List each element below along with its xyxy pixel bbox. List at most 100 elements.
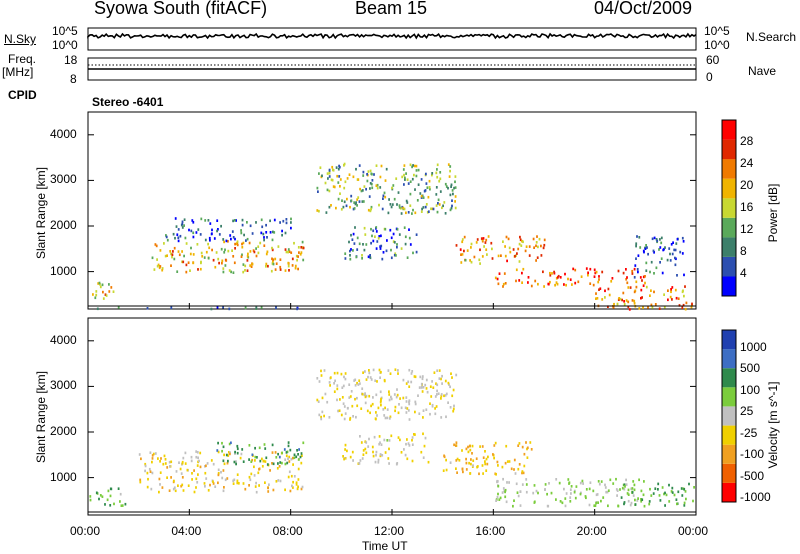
heatmap-cell bbox=[353, 242, 356, 245]
heatmap-cell bbox=[410, 380, 413, 384]
heatmap-cell bbox=[593, 275, 596, 278]
heatmap-cell bbox=[297, 255, 299, 258]
heatmap-cell bbox=[147, 477, 149, 481]
heatmap-cell bbox=[226, 461, 229, 465]
heatmap-cell bbox=[608, 293, 611, 297]
heatmap-cell bbox=[642, 275, 645, 279]
heatmap-cell bbox=[670, 288, 672, 291]
heatmap-cell bbox=[643, 480, 645, 483]
heatmap-cell bbox=[377, 406, 380, 410]
heatmap-cell bbox=[594, 504, 597, 507]
heatmap-cell bbox=[565, 283, 567, 287]
heatmap-cell bbox=[209, 239, 211, 242]
heatmap-cell bbox=[413, 173, 415, 177]
heatmap-cell bbox=[414, 375, 417, 379]
power-cb-tick-label: 8 bbox=[740, 244, 747, 258]
heatmap-cell bbox=[486, 253, 488, 256]
beam-title: Beam 15 bbox=[355, 0, 428, 18]
heatmap-cell bbox=[244, 269, 246, 272]
heatmap-cell bbox=[669, 252, 671, 256]
heatmap-cell bbox=[298, 251, 300, 254]
heatmap-cell bbox=[265, 223, 267, 227]
heatmap-cell bbox=[173, 486, 176, 489]
heatmap-cell bbox=[514, 254, 516, 258]
heatmap-cell bbox=[453, 404, 455, 408]
x-tick-label: 04:00 bbox=[171, 524, 202, 538]
heatmap-cell bbox=[479, 248, 481, 252]
heatmap-cell bbox=[556, 282, 559, 286]
heatmap-cell bbox=[564, 497, 567, 500]
y-tick-label: 3000 bbox=[50, 378, 77, 393]
heatmap-cell bbox=[354, 384, 357, 387]
heatmap-cell bbox=[387, 457, 390, 460]
heatmap-cell bbox=[406, 256, 409, 259]
velocity-cb-tick-label: 100 bbox=[740, 382, 761, 397]
heatmap-cell bbox=[184, 462, 187, 465]
heatmap-cell bbox=[647, 306, 649, 309]
heatmap-cell bbox=[402, 378, 405, 382]
heatmap-cell bbox=[551, 272, 553, 275]
heatmap-cell bbox=[370, 378, 373, 381]
heatmap-cell bbox=[383, 414, 386, 417]
heatmap-cell bbox=[295, 254, 298, 258]
heatmap-cell bbox=[227, 240, 229, 243]
heatmap-cell bbox=[151, 460, 153, 464]
heatmap-cell bbox=[99, 285, 102, 289]
heatmap-cell bbox=[569, 278, 572, 281]
heatmap-cell bbox=[455, 441, 458, 444]
heatmap-cell bbox=[216, 219, 219, 222]
heatmap-cell bbox=[408, 368, 411, 372]
heatmap-cell bbox=[243, 233, 245, 237]
heatmap-cell bbox=[406, 438, 408, 441]
heatmap-cell bbox=[361, 254, 363, 257]
heatmap-cell bbox=[436, 210, 439, 214]
heatmap-cell bbox=[415, 250, 418, 254]
heatmap-cell bbox=[343, 375, 345, 379]
heatmap-cell bbox=[232, 236, 235, 239]
heatmap-cell bbox=[276, 467, 279, 470]
power-cb-tick-label: 12 bbox=[740, 222, 754, 236]
heatmap-cell bbox=[505, 500, 508, 504]
heatmap-cell bbox=[637, 254, 640, 257]
heatmap-cell bbox=[211, 248, 213, 252]
heatmap-cell bbox=[297, 246, 300, 249]
heatmap-cell bbox=[220, 470, 222, 474]
heatmap-cell bbox=[344, 412, 347, 415]
heatmap-cell bbox=[628, 308, 631, 311]
heatmap-cell bbox=[596, 493, 599, 496]
heatmap-cell bbox=[174, 217, 177, 220]
heatmap-cell bbox=[271, 257, 273, 261]
heatmap-cell bbox=[535, 259, 537, 262]
heatmap-cell bbox=[521, 271, 523, 275]
heatmap-cell bbox=[428, 186, 431, 189]
heatmap-cell bbox=[354, 378, 357, 382]
heatmap-cell bbox=[648, 502, 651, 506]
heatmap-cell bbox=[356, 198, 359, 201]
heatmap-cell bbox=[208, 246, 211, 250]
heatmap-cell bbox=[290, 226, 292, 230]
heatmap-cell bbox=[274, 257, 277, 261]
heatmap-cell bbox=[290, 457, 293, 461]
heatmap-cell bbox=[484, 462, 487, 466]
colorbar-segment bbox=[722, 425, 736, 445]
heatmap-cell bbox=[513, 468, 515, 471]
heatmap-cell bbox=[667, 289, 669, 292]
heatmap-cell bbox=[505, 235, 508, 239]
heatmap-cell bbox=[191, 472, 193, 475]
heatmap-cell bbox=[635, 242, 638, 245]
heatmap-cell bbox=[416, 199, 419, 202]
heatmap-cell bbox=[455, 459, 458, 462]
heatmap-cell bbox=[213, 237, 216, 240]
heatmap-cell bbox=[500, 254, 502, 257]
heatmap-cell bbox=[208, 236, 211, 240]
heatmap-cell bbox=[289, 448, 292, 452]
heatmap-cell bbox=[516, 491, 519, 494]
heatmap-cell bbox=[379, 245, 382, 248]
heatmap-cell bbox=[448, 383, 450, 386]
heatmap-cell bbox=[622, 291, 625, 295]
heatmap-cell bbox=[344, 448, 346, 451]
heatmap-cell bbox=[224, 248, 226, 252]
heatmap-cell bbox=[481, 238, 484, 242]
heatmap-cell bbox=[436, 175, 439, 179]
heatmap-cell bbox=[654, 303, 657, 306]
